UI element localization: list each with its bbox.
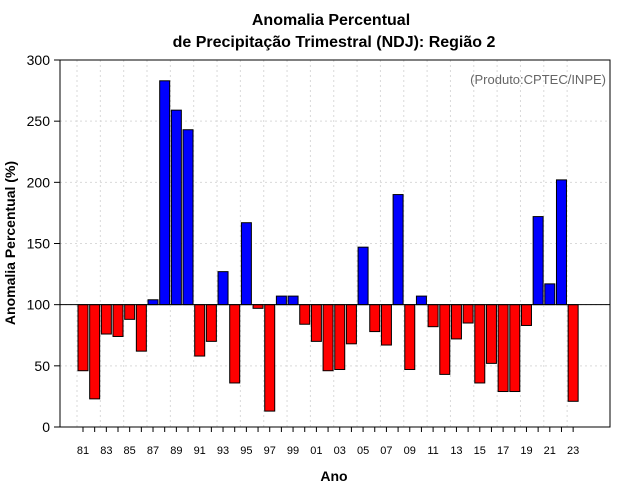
- bar-18: [509, 304, 521, 393]
- bar-92: [205, 304, 217, 342]
- x-tick-label: 11: [427, 445, 438, 457]
- y-tick-label: 0: [42, 419, 50, 435]
- bar-22: [555, 179, 567, 306]
- bar-06: [369, 304, 381, 333]
- bar-91: [194, 304, 206, 357]
- x-tick-label: 09: [404, 445, 416, 457]
- bar-09: [404, 304, 416, 371]
- bar-21: [544, 283, 556, 306]
- x-tick-label: 17: [497, 445, 509, 457]
- bar-84: [112, 304, 124, 337]
- x-axis-label: Ano: [320, 468, 347, 484]
- y-tick-label: 50: [34, 358, 50, 374]
- bar-17: [497, 304, 509, 393]
- bar-90: [182, 129, 194, 306]
- x-tick-label: 89: [170, 445, 182, 457]
- source-annotation: (Produto:CPTEC/INPE): [470, 72, 606, 87]
- bar-00: [299, 304, 311, 325]
- bar-10: [415, 295, 427, 306]
- x-tick-label: 15: [474, 445, 486, 457]
- x-tick-label: 91: [194, 445, 206, 457]
- bar-01: [310, 304, 322, 342]
- bar-87: [147, 299, 159, 306]
- bar-02: [322, 304, 334, 372]
- bar-81: [77, 304, 89, 372]
- x-tick-label: 01: [310, 445, 322, 457]
- bar-20: [532, 216, 544, 306]
- bar-96: [252, 304, 264, 309]
- x-tick-label: 95: [240, 445, 252, 457]
- bar-14: [462, 304, 474, 324]
- y-tick-label: 300: [27, 52, 51, 68]
- x-tick-label: 97: [264, 445, 276, 457]
- bar-05: [357, 246, 369, 306]
- y-tick-label: 250: [27, 113, 51, 129]
- bar-12: [439, 304, 451, 375]
- bar-89: [170, 109, 182, 306]
- bar-19: [520, 304, 532, 326]
- bar-85: [124, 304, 136, 320]
- y-axis-ticks: 0 50 100 150 200 250 300: [27, 52, 60, 435]
- bar-23: [567, 304, 579, 402]
- chart-title-line2: de Precipitação Trimestral (NDJ): Região…: [173, 34, 496, 51]
- bar-88: [159, 80, 171, 306]
- x-tick-label: 21: [544, 445, 556, 457]
- bar-03: [334, 304, 346, 371]
- y-tick-label: 200: [27, 174, 51, 190]
- x-tick-label: 03: [334, 445, 346, 457]
- bar-04: [345, 304, 357, 345]
- x-tick-label: 07: [380, 445, 392, 457]
- x-tick-label: 87: [147, 445, 159, 457]
- x-tick-label: 99: [287, 445, 299, 457]
- x-axis-ticks: 81 83 85 87 89 91 93 95 97 99 01 03 05 07 09 11 13 15 17 19…: [77, 427, 579, 457]
- bar-99: [287, 295, 299, 306]
- y-tick-label: 100: [27, 297, 51, 313]
- bar-08: [392, 194, 404, 306]
- x-tick-label: 23: [567, 445, 579, 457]
- bar-11: [427, 304, 439, 328]
- x-tick-label: 19: [520, 445, 532, 457]
- bar-13: [450, 304, 462, 340]
- bar-16: [485, 304, 497, 364]
- bar-97: [264, 304, 276, 412]
- x-tick-label: 13: [450, 445, 462, 457]
- bar-94: [229, 304, 241, 384]
- x-tick-label: 81: [77, 445, 89, 457]
- y-axis-label: Anomalia Percentual (%): [2, 161, 18, 325]
- y-tick-label: 150: [27, 236, 51, 252]
- bar-07: [380, 304, 392, 346]
- bar-82: [89, 304, 101, 400]
- x-tick-label: 93: [217, 445, 229, 457]
- bar-95: [240, 222, 252, 306]
- bar-98: [275, 295, 287, 306]
- x-tick-label: 83: [100, 445, 112, 457]
- grid: [60, 60, 610, 427]
- bars: [77, 80, 579, 412]
- bar-83: [100, 304, 112, 335]
- chart-title-line1: Anomalia Percentual: [252, 12, 410, 29]
- bar-15: [474, 304, 486, 384]
- x-tick-label: 05: [357, 445, 369, 457]
- bar-86: [135, 304, 147, 352]
- x-tick-label: 85: [124, 445, 136, 457]
- bar-93: [217, 271, 229, 306]
